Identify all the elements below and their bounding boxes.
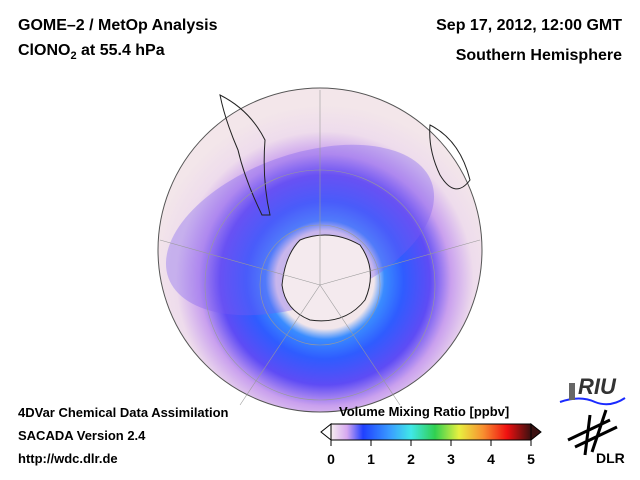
graticule <box>159 90 481 406</box>
colorbar-tick-label: 0 <box>327 451 335 467</box>
species-subscript: 2 <box>70 50 77 63</box>
colorbar-tick-label: 2 <box>407 451 415 467</box>
colorbar-tick-label: 5 <box>527 451 535 467</box>
riu-logo-text: RIU <box>578 374 616 399</box>
colorbar-min-arrow <box>320 422 332 442</box>
colorbar <box>330 423 532 441</box>
species: ClONO <box>18 42 71 59</box>
footer-line2: SACADA Version 2.4 <box>18 428 146 443</box>
colorbar-label: Volume Mixing Ratio [ppbv] <box>339 404 510 419</box>
colorbar-tick-label: 3 <box>447 451 455 467</box>
species-level: ClONO2 at 55.4 hPa <box>18 42 165 62</box>
south-america-outline <box>219 94 271 216</box>
dlr-logo-text: DLR <box>596 450 625 466</box>
antarctica-outline <box>281 234 371 322</box>
dlr-logo-icon <box>567 409 618 456</box>
africa-outline <box>429 124 471 190</box>
colorbar-max-arrow <box>530 422 542 442</box>
colorbar-ticks <box>330 440 532 446</box>
pressure-level: at 55.4 hPa <box>76 42 165 59</box>
footer-link[interactable]: http://wdc.dlr.de <box>18 451 118 466</box>
region: Southern Hemisphere <box>455 47 622 64</box>
datetime: Sep 17, 2012, 12:00 GMT <box>436 17 622 34</box>
footer-line1: 4DVar Chemical Data Assimilation <box>18 405 229 420</box>
riu-logo-mark <box>569 383 575 400</box>
colorbar-tick-label: 4 <box>487 451 495 467</box>
colorbar-tick-label: 1 <box>367 451 375 467</box>
title: GOME–2 / MetOp Analysis <box>18 17 218 34</box>
